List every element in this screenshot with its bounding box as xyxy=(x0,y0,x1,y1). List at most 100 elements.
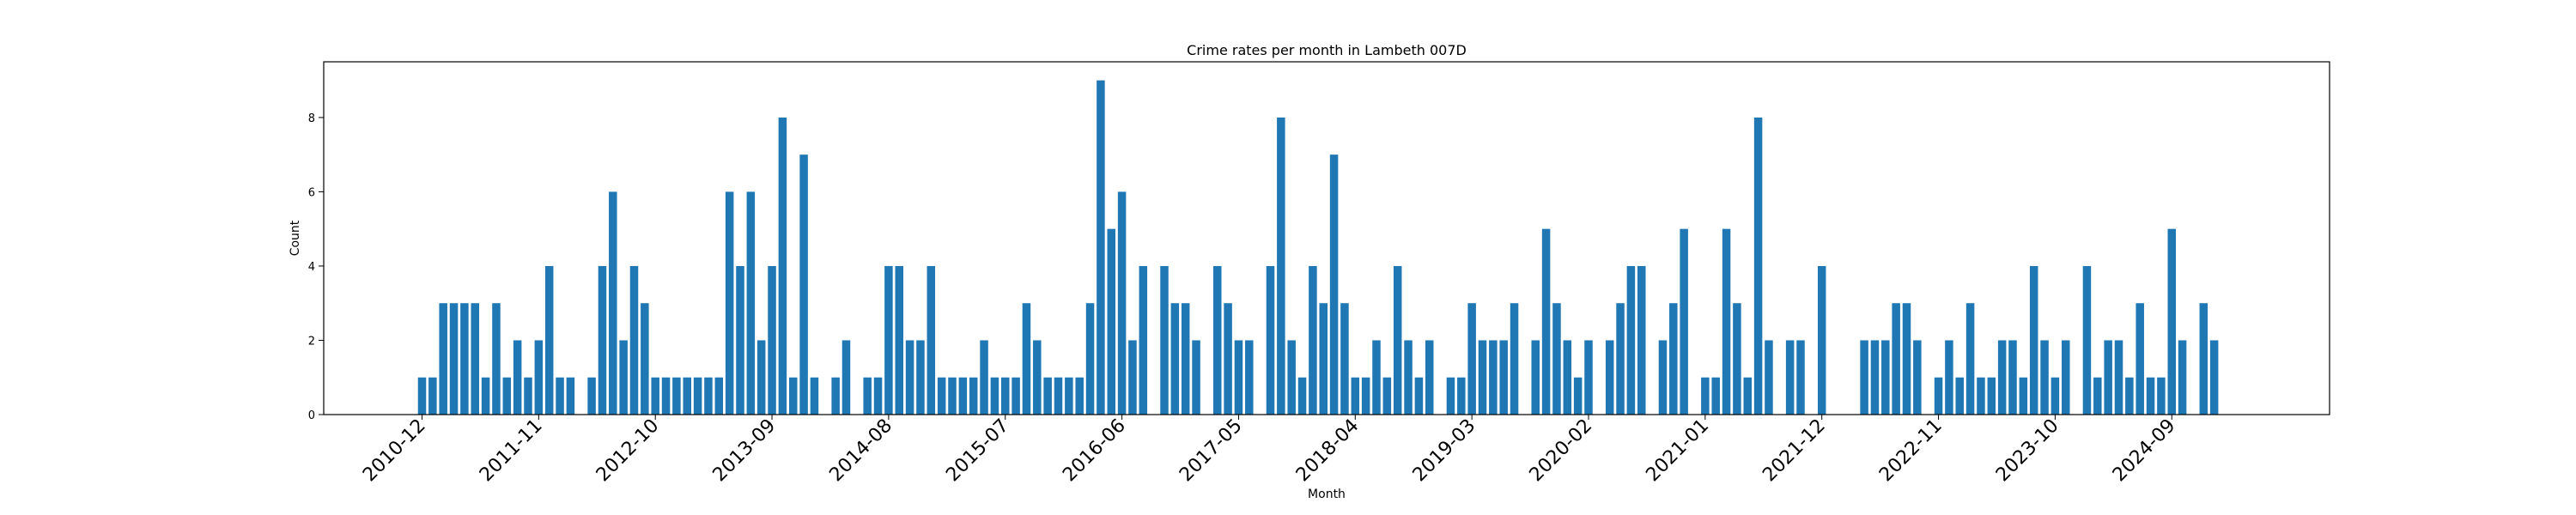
bar xyxy=(683,377,691,415)
bar xyxy=(460,303,469,415)
bar xyxy=(1234,340,1243,415)
bar xyxy=(1934,377,1943,415)
x-tick-label: 2019-03 xyxy=(1409,415,1480,487)
bar xyxy=(1160,265,1169,415)
bar xyxy=(778,117,787,415)
bar xyxy=(1054,377,1063,415)
bar xyxy=(2104,340,2112,415)
bar xyxy=(768,265,776,415)
bar xyxy=(1033,340,1042,415)
bar xyxy=(556,377,564,415)
bar xyxy=(1107,228,1115,415)
bar xyxy=(863,377,872,415)
bar xyxy=(449,303,459,415)
bar xyxy=(2146,377,2155,415)
bar xyxy=(1733,303,1741,415)
bar xyxy=(1192,340,1200,415)
bar xyxy=(1085,303,1095,415)
bar xyxy=(2167,228,2176,415)
bar xyxy=(884,265,893,415)
bar xyxy=(841,340,851,415)
bar xyxy=(534,340,544,415)
bar xyxy=(1616,303,1625,415)
bar xyxy=(1499,340,1508,415)
bar xyxy=(619,340,628,415)
bar xyxy=(1457,377,1466,415)
bar xyxy=(693,377,702,415)
bar xyxy=(1765,340,1773,415)
bar xyxy=(1382,377,1392,415)
bar xyxy=(905,340,914,415)
y-tick-label: 4 xyxy=(308,261,315,274)
y-tick-label: 0 xyxy=(308,409,315,422)
bar xyxy=(1117,191,1127,415)
bar xyxy=(1170,303,1180,415)
bar xyxy=(1181,303,1190,415)
bar xyxy=(1796,340,1805,415)
bar xyxy=(948,377,957,415)
y-axis-label: Count xyxy=(289,220,302,256)
bar xyxy=(1425,340,1434,415)
bar xyxy=(937,377,946,415)
bar xyxy=(1022,303,1031,415)
bar xyxy=(810,377,819,415)
bar xyxy=(1892,303,1900,415)
x-tick-label: 2014-08 xyxy=(825,415,896,487)
bars-group xyxy=(417,80,2219,415)
bar xyxy=(651,377,659,415)
bar xyxy=(513,340,522,415)
bar xyxy=(1393,265,1402,415)
bar xyxy=(927,265,936,415)
bar xyxy=(2178,340,2187,415)
bar xyxy=(831,377,840,415)
bar xyxy=(481,377,490,415)
x-tick-label: 2017-05 xyxy=(1176,415,1247,487)
bar xyxy=(1701,377,1710,415)
bar xyxy=(980,340,988,415)
bar xyxy=(1309,265,1317,415)
bar xyxy=(1881,340,1890,415)
bar xyxy=(417,377,427,415)
bar xyxy=(2136,303,2144,415)
bar xyxy=(661,377,671,415)
bar xyxy=(598,265,607,415)
bar xyxy=(958,377,968,415)
bar xyxy=(1139,265,1148,415)
bar xyxy=(524,377,532,415)
bar xyxy=(1785,340,1795,415)
bar xyxy=(1075,377,1084,415)
y-tick-label: 2 xyxy=(308,335,315,348)
chart-title: Crime rates per month in Lambeth 007D xyxy=(1187,42,1467,58)
bar xyxy=(1711,377,1720,415)
x-tick-label: 2024-09 xyxy=(2109,415,2180,487)
x-tick-label: 2021-01 xyxy=(1642,415,1713,487)
bar xyxy=(704,377,713,415)
bar xyxy=(1097,80,1105,415)
bar xyxy=(2050,377,2060,415)
bar xyxy=(502,377,512,415)
x-tick-label: 2022-11 xyxy=(1875,415,1947,487)
bar xyxy=(672,377,681,415)
bar xyxy=(1573,377,1583,415)
bar xyxy=(1329,154,1339,415)
bar xyxy=(1860,340,1868,415)
bar xyxy=(2093,377,2102,415)
bar xyxy=(1467,303,1476,415)
bar xyxy=(1605,340,1614,415)
bar xyxy=(1531,340,1540,415)
bar xyxy=(756,340,766,415)
bar xyxy=(1478,340,1487,415)
bar xyxy=(799,154,808,415)
bar xyxy=(1351,377,1360,415)
bar xyxy=(2082,265,2092,415)
bar xyxy=(544,265,554,415)
x-tick-label: 2018-04 xyxy=(1292,415,1364,487)
bar xyxy=(2199,303,2208,415)
bar xyxy=(2125,377,2134,415)
x-axis-label: Month xyxy=(1308,488,1346,501)
x-tick-label: 2010-12 xyxy=(359,415,430,487)
bar xyxy=(1287,340,1296,415)
bar xyxy=(990,377,999,415)
bar xyxy=(428,377,437,415)
bar xyxy=(2019,377,2028,415)
